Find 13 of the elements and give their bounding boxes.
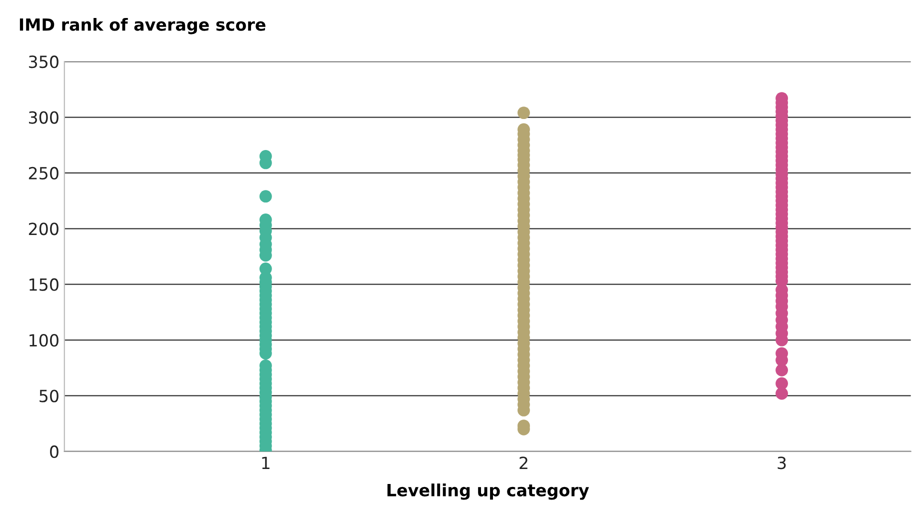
y-tick-label: 200 — [28, 222, 58, 236]
x-tick-label: 1 — [262, 456, 270, 469]
y-tick-label: 250 — [28, 166, 58, 180]
x-axis-title: Levelling up category — [387, 484, 589, 500]
x-tick-label: 3 — [778, 456, 786, 470]
y-tick-label: 100 — [30, 334, 58, 347]
y-axis-title: IMD rank of average score — [20, 18, 266, 34]
x-tick-label: 2 — [520, 456, 528, 469]
y-tick-label: 350 — [28, 56, 58, 68]
y-tick-label: 50 — [40, 390, 58, 402]
y-tick-label: 150 — [30, 278, 58, 291]
y-tick-label: 0 — [50, 445, 58, 458]
y-tick-label: 300 — [28, 111, 58, 124]
